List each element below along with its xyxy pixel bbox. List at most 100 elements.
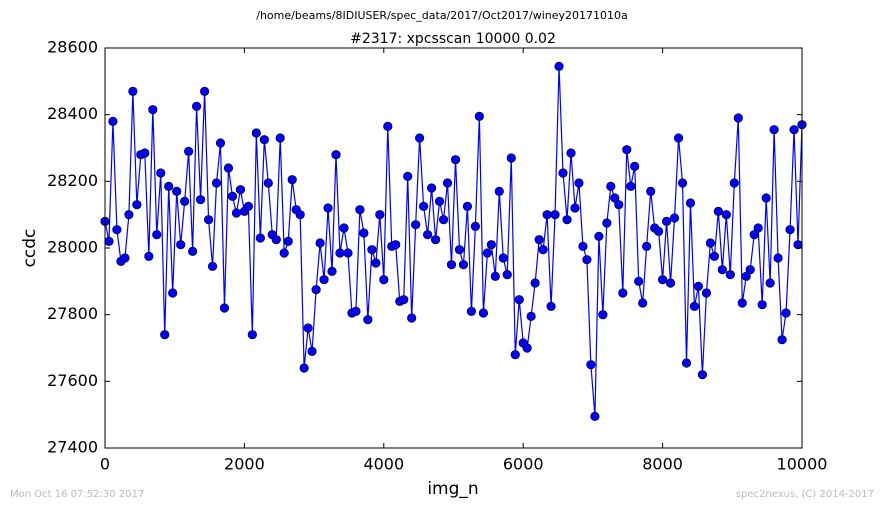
data-point <box>195 195 206 205</box>
data-point <box>375 210 385 220</box>
y-tick-label: 28000 <box>47 238 98 257</box>
data-point <box>474 111 484 121</box>
data-point <box>275 133 285 143</box>
data-point <box>737 298 747 308</box>
data-point <box>725 270 735 280</box>
data-point <box>219 303 230 313</box>
data-point <box>215 138 226 148</box>
data-point <box>510 350 520 360</box>
data-point <box>713 206 723 216</box>
x-tick-label: 4000 <box>363 455 404 474</box>
data-point <box>646 186 656 196</box>
data-point <box>367 245 377 255</box>
data-point <box>124 210 134 220</box>
data-point <box>403 171 413 181</box>
data-point <box>458 260 469 270</box>
footer-left: Mon Oct 16 07:52:30 2017 <box>10 489 144 500</box>
data-point <box>610 193 620 203</box>
data-point <box>554 61 564 71</box>
data-point <box>156 168 166 178</box>
data-point <box>311 285 321 295</box>
x-tick-label: 10000 <box>777 455 828 474</box>
data-point <box>701 288 712 298</box>
data-point <box>112 225 122 235</box>
data-point <box>677 178 688 188</box>
data-point <box>279 248 289 258</box>
data-point <box>733 113 743 123</box>
data-point <box>176 240 186 250</box>
data-point <box>705 238 716 248</box>
data-point <box>681 358 692 368</box>
data-point <box>665 278 676 288</box>
data-point <box>148 105 158 115</box>
data-point <box>231 208 242 218</box>
data-point <box>200 86 210 96</box>
data-point <box>203 215 214 225</box>
data-point <box>271 235 281 245</box>
data-point <box>498 253 508 263</box>
data-point <box>164 181 174 191</box>
data-point <box>777 335 787 345</box>
data-point <box>235 185 246 195</box>
data-point <box>482 248 492 258</box>
data-point <box>466 306 477 316</box>
data-point <box>307 346 317 356</box>
data-point <box>745 265 755 275</box>
y-tick-label: 27800 <box>47 304 98 323</box>
y-tick-label: 28200 <box>47 171 98 190</box>
data-point <box>622 145 632 155</box>
data-point <box>654 226 664 236</box>
data-point <box>454 245 465 255</box>
data-point <box>538 245 548 255</box>
data-point <box>160 330 170 340</box>
data-point <box>323 203 333 213</box>
data-point <box>761 193 771 203</box>
data-point <box>773 253 783 263</box>
data-point <box>383 121 393 131</box>
footer-right: spec2nexus, (C) 2014-2017 <box>736 489 874 500</box>
data-point <box>418 201 429 211</box>
data-point <box>438 215 449 225</box>
data-point <box>478 308 489 318</box>
data-point <box>602 218 612 228</box>
data-point <box>363 315 373 325</box>
data-point <box>634 276 644 286</box>
data-point <box>785 225 795 235</box>
data-point <box>434 196 445 206</box>
data-point <box>191 101 202 111</box>
data-point <box>327 266 337 276</box>
data-point <box>562 215 572 225</box>
data-point <box>570 203 580 213</box>
data-point <box>144 251 154 261</box>
data-point <box>514 295 524 305</box>
data-point <box>689 301 700 311</box>
data-point <box>442 178 453 188</box>
data-point <box>315 238 325 248</box>
data-point <box>184 146 194 156</box>
data-point <box>502 270 512 280</box>
data-point <box>586 360 596 370</box>
data-point <box>259 135 269 145</box>
data-point <box>255 233 265 243</box>
data-point <box>415 133 425 143</box>
data-point <box>303 323 313 333</box>
data-point <box>180 196 190 206</box>
data-point <box>430 235 441 245</box>
data-point <box>128 86 138 96</box>
y-tick-label: 28400 <box>47 104 98 123</box>
data-point <box>506 153 516 163</box>
data-point <box>351 306 361 316</box>
data-point <box>789 125 799 135</box>
data-point <box>526 311 536 321</box>
data-point <box>359 228 369 238</box>
data-point <box>120 253 130 263</box>
data-point <box>132 200 142 210</box>
data-point <box>673 133 684 143</box>
data-point <box>494 186 504 196</box>
suptitle: /home/beams/8IDIUSER/spec_data/2017/Oct2… <box>256 9 628 22</box>
data-point <box>172 186 182 196</box>
data-point <box>343 248 353 258</box>
data-point <box>594 231 604 241</box>
y-tick-label: 27400 <box>47 438 98 457</box>
data-point <box>108 116 118 126</box>
